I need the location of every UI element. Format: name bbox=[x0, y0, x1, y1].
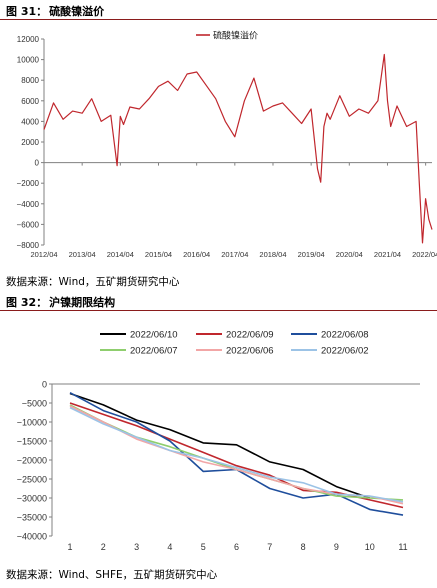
y-tick-label: 0 bbox=[42, 380, 47, 390]
x-tick-label: 9 bbox=[334, 542, 339, 552]
legend-label: 2022/06/08 bbox=[321, 330, 369, 341]
y-tick-label: 6000 bbox=[21, 97, 39, 106]
x-tick-label: 1 bbox=[67, 542, 72, 552]
y-tick-label: −4000 bbox=[17, 200, 40, 209]
y-tick-label: −25000 bbox=[17, 475, 47, 485]
figure-31-title: 图 31： 硫酸镍溢价 bbox=[6, 3, 104, 19]
y-tick-label: −8000 bbox=[17, 241, 40, 250]
y-tick-label: 2000 bbox=[21, 138, 39, 147]
x-tick-label: 2019/04 bbox=[298, 250, 325, 259]
y-tick-label: 0 bbox=[35, 159, 40, 168]
x-tick-label: 2017/04 bbox=[221, 250, 248, 259]
x-tick-label: 2021/04 bbox=[374, 250, 401, 259]
y-tick-label: 10000 bbox=[17, 56, 40, 65]
x-tick-label: 2022/04 bbox=[412, 250, 437, 259]
x-tick-label: 2013/04 bbox=[69, 250, 96, 259]
y-tick-label: −20000 bbox=[17, 456, 47, 466]
x-tick-label: 7 bbox=[267, 542, 272, 552]
figure-32-name: 沪镍期限结构 bbox=[49, 296, 116, 309]
series-line-硫酸镍溢价 bbox=[43, 53, 433, 244]
x-tick-label: 2015/04 bbox=[145, 250, 172, 259]
figure-32-rule bbox=[0, 310, 437, 311]
x-tick-label: 11 bbox=[398, 542, 407, 552]
legend-label: 2022/06/06 bbox=[226, 346, 274, 357]
nickel-term-structure-chart: 0 −5000 −10000 −15000 −20000 −25000 −30000 −350… bbox=[17, 330, 420, 552]
series-line-2022/06/02 bbox=[69, 406, 404, 503]
figure-32-source: 数据来源：Wind、SHFE，五矿期货研究中心 bbox=[6, 569, 218, 581]
y-tick-label: −6000 bbox=[17, 220, 40, 229]
x-tick-label: 4 bbox=[167, 542, 172, 552]
y-tick-label: 8000 bbox=[21, 76, 39, 85]
y-tick-label: −15000 bbox=[17, 437, 47, 447]
y-tick-label: 12000 bbox=[17, 35, 40, 44]
nickel-sulfate-premium-chart: 12000 10000 8000 6000 4000 2000 0 −2000 −4000 −60… bbox=[17, 30, 437, 260]
y-tick-label: −2000 bbox=[17, 179, 40, 188]
series-line-2022/06/10 bbox=[69, 392, 370, 499]
y-tick-label: 4000 bbox=[21, 117, 39, 126]
legend-label: 2022/06/10 bbox=[130, 330, 178, 341]
x-tick-label: 6 bbox=[234, 542, 239, 552]
y-tick-label: −30000 bbox=[17, 494, 47, 504]
legend-label: 2022/06/07 bbox=[130, 346, 178, 357]
figure-31-name: 硫酸镍溢价 bbox=[49, 5, 105, 18]
figure-31-label: 图 31： bbox=[6, 5, 48, 18]
x-tick-label: 5 bbox=[201, 542, 206, 552]
x-tick-label: 3 bbox=[134, 542, 139, 552]
legend-label: 硫酸镍溢价 bbox=[213, 30, 258, 41]
figure-32-title: 图 32： 沪镍期限结构 bbox=[6, 294, 115, 310]
figure-32-label: 图 32： bbox=[6, 296, 48, 309]
x-tick-label: 2012/04 bbox=[30, 250, 57, 259]
x-tick-label: 2018/04 bbox=[259, 250, 286, 259]
y-tick-label: −5000 bbox=[22, 399, 47, 409]
x-tick-label: 8 bbox=[301, 542, 306, 552]
y-tick-label: −10000 bbox=[17, 418, 47, 428]
figure-31-source: 数据来源：Wind，五矿期货研究中心 bbox=[6, 276, 180, 288]
y-tick-label: −40000 bbox=[17, 532, 47, 542]
series-line-2022/06/07 bbox=[69, 404, 404, 501]
x-tick-label: 2020/04 bbox=[336, 250, 363, 259]
legend-label: 2022/06/09 bbox=[226, 330, 274, 341]
y-tick-label: −35000 bbox=[17, 513, 47, 523]
x-tick-label: 2 bbox=[101, 542, 106, 552]
x-tick-label: 10 bbox=[365, 542, 375, 552]
figure-31-rule bbox=[0, 19, 437, 20]
legend-label: 2022/06/02 bbox=[321, 346, 369, 357]
x-tick-label: 2016/04 bbox=[183, 250, 210, 259]
x-tick-label: 2014/04 bbox=[107, 250, 134, 259]
